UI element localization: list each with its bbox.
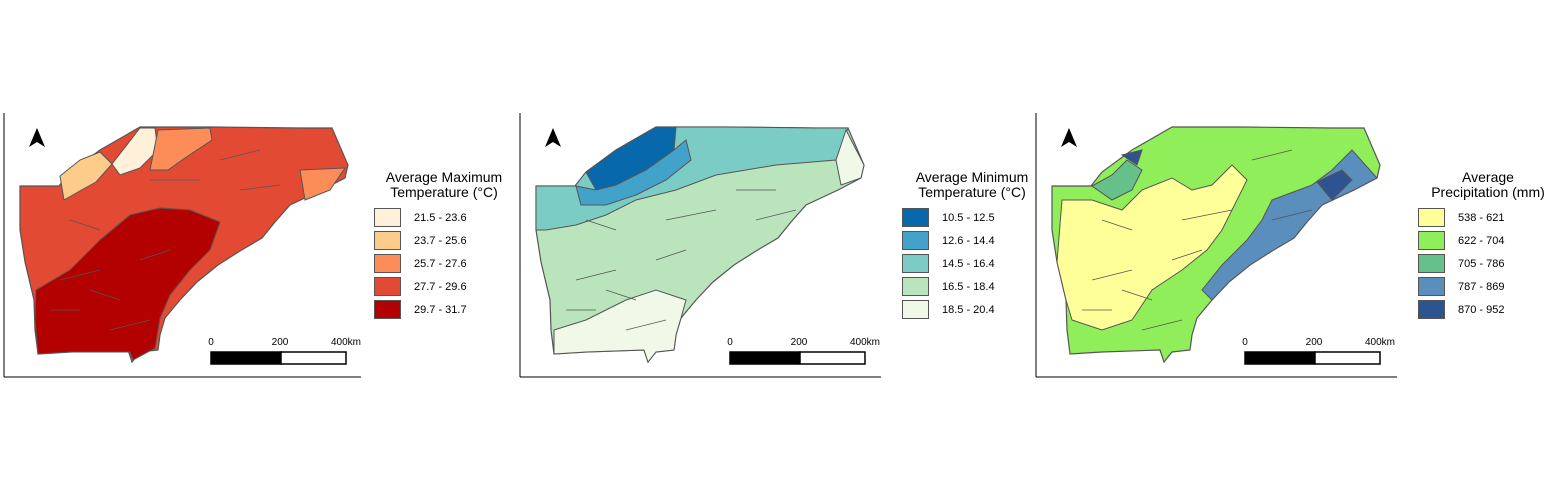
region-coast <box>299 167 346 201</box>
county-lines <box>566 189 797 331</box>
legend-label: 705 - 786 <box>1458 257 1505 270</box>
max-temp-map: 0 200 400km <box>3 113 361 378</box>
legend-label: 870 - 952 <box>1458 303 1505 316</box>
map-panel-precipitation: 0 200 400km Average Precipitation (mm) 5… <box>1032 0 1548 494</box>
scale-tick-0: 0 <box>727 337 733 348</box>
legend-title: Average Maximum Temperature (°C) <box>374 170 514 200</box>
legend-label: 12.6 - 14.4 <box>942 234 995 247</box>
scale-tick-400: 400km <box>850 337 880 348</box>
legend-item: 23.7 - 25.6 <box>374 229 514 252</box>
scale-tick-200: 200 <box>791 337 808 348</box>
county-lines <box>1082 149 1313 331</box>
region-south-hot <box>34 207 221 361</box>
legend-title-line-1: Average Minimum <box>915 169 1029 185</box>
legend-min-temp: Average Minimum Temperature (°C) 10.5 - … <box>902 170 1042 321</box>
legend-swatch <box>374 277 401 296</box>
legend-label: 16.5 - 18.4 <box>942 280 995 293</box>
legend-label: 25.7 - 27.6 <box>414 257 467 270</box>
legend-swatch <box>902 277 929 296</box>
legend-label: 21.5 - 23.6 <box>414 211 467 224</box>
min-temp-map: 0 200 400km <box>519 113 881 378</box>
legend-swatch <box>1418 254 1445 273</box>
legend-item: 21.5 - 23.6 <box>374 206 514 229</box>
legend-title-line-1: Average <box>1462 169 1514 185</box>
legend-max-temp: Average Maximum Temperature (°C) 21.5 - … <box>374 170 514 321</box>
region-cold <box>575 139 692 206</box>
legend-item: 870 - 952 <box>1418 298 1549 321</box>
scale-bar: 0 200 400km <box>727 337 880 365</box>
scale-tick-400: 400km <box>1365 337 1395 348</box>
region-wettest-mountain <box>1120 149 1143 166</box>
scale-tick-200: 200 <box>1306 337 1323 348</box>
legend-title: Average Minimum Temperature (°C) <box>902 170 1042 200</box>
legend-item: 16.5 - 18.4 <box>902 275 1042 298</box>
scale-tick-400: 400km <box>331 337 361 348</box>
legend-label: 14.5 - 16.4 <box>942 257 995 270</box>
legend-item: 14.5 - 16.4 <box>902 252 1042 275</box>
legend-label: 10.5 - 12.5 <box>942 211 995 224</box>
legend-title-line-1: Average Maximum <box>385 169 503 185</box>
legend-swatch <box>374 300 401 319</box>
map-panel-max-temp: 0 200 400km Average Maximum Temperature … <box>0 0 516 494</box>
scale-tick-200: 200 <box>272 337 289 348</box>
legend-swatch <box>1418 277 1445 296</box>
scale-bar: 0 200 400km <box>1242 337 1395 365</box>
region-dry <box>1056 164 1248 331</box>
legend-label: 18.5 - 20.4 <box>942 303 995 316</box>
legend-title-line-2: Temperature (°C) <box>390 184 498 200</box>
legend-item: 29.7 - 31.7 <box>374 298 514 321</box>
scale-tick-0: 0 <box>1242 337 1248 348</box>
legend-item: 538 - 621 <box>1418 206 1549 229</box>
legend-label: 622 - 704 <box>1458 234 1505 247</box>
legend-title-line-2: Precipitation (mm) <box>1431 184 1545 200</box>
legend-item: 18.5 - 20.4 <box>902 298 1042 321</box>
legend-precipitation: Average Precipitation (mm) 538 - 621 622… <box>1418 170 1549 321</box>
legend-swatch <box>374 254 401 273</box>
legend-swatch <box>902 300 929 319</box>
scale-bar: 0 200 400km <box>208 337 361 365</box>
legend-title-line-2: Temperature (°C) <box>918 184 1026 200</box>
legend-swatch <box>374 231 401 250</box>
region-mountain <box>59 151 113 201</box>
legend-swatch <box>374 208 401 227</box>
legend-title: Average Precipitation (mm) <box>1418 170 1549 200</box>
region-coast-north <box>835 128 865 186</box>
north-arrow-icon <box>545 128 561 147</box>
legend-swatch <box>1418 231 1445 250</box>
legend-item: 12.6 - 14.4 <box>902 229 1042 252</box>
legend-item: 27.7 - 29.6 <box>374 275 514 298</box>
county-lines <box>50 149 281 331</box>
north-arrow-icon <box>1061 128 1077 147</box>
legend-swatch <box>902 254 929 273</box>
legend-item: 705 - 786 <box>1418 252 1549 275</box>
north-arrow-icon <box>29 128 45 147</box>
legend-label: 29.7 - 31.7 <box>414 303 467 316</box>
legend-label: 23.7 - 25.6 <box>414 234 467 247</box>
map-panel-min-temp: 0 200 400km Average Minimum Temperature … <box>516 0 1032 494</box>
region-moderate-wet <box>1091 159 1143 201</box>
legend-label: 27.7 - 29.6 <box>414 280 467 293</box>
legend-item: 25.7 - 27.6 <box>374 252 514 275</box>
scale-tick-0: 0 <box>208 337 214 348</box>
legend-swatch <box>902 231 929 250</box>
legend-item: 622 - 704 <box>1418 229 1549 252</box>
region-wettest <box>1316 169 1353 201</box>
legend-swatch <box>902 208 929 227</box>
legend-swatch <box>1418 208 1445 227</box>
legend-label: 538 - 621 <box>1458 211 1505 224</box>
legend-label: 787 - 869 <box>1458 280 1505 293</box>
region-foothill <box>149 127 213 171</box>
precipitation-map: 0 200 400km <box>1035 113 1397 378</box>
legend-item: 787 - 869 <box>1418 275 1549 298</box>
legend-item: 10.5 - 12.5 <box>902 206 1042 229</box>
legend-swatch <box>1418 300 1445 319</box>
